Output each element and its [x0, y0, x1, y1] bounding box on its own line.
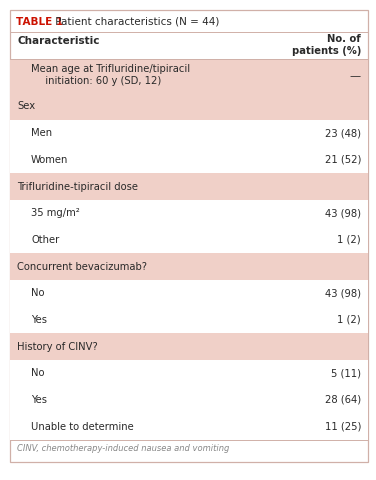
- Text: 1 (2): 1 (2): [337, 315, 361, 325]
- Bar: [10, 360, 368, 386]
- Bar: [10, 173, 368, 200]
- Bar: [10, 200, 368, 227]
- Text: Women: Women: [31, 155, 68, 165]
- Text: 11 (25): 11 (25): [324, 421, 361, 432]
- Bar: [10, 120, 368, 146]
- Bar: [10, 146, 368, 173]
- Bar: [10, 253, 368, 280]
- Text: CINV, chemotherapy-induced nausea and vomiting: CINV, chemotherapy-induced nausea and vo…: [17, 444, 229, 453]
- Bar: [10, 307, 368, 333]
- Bar: [10, 413, 368, 440]
- Bar: [10, 280, 368, 307]
- Text: 43 (98): 43 (98): [325, 208, 361, 218]
- Text: Other: Other: [31, 235, 59, 245]
- Text: Men: Men: [31, 128, 52, 138]
- Bar: [10, 59, 368, 93]
- Bar: [10, 333, 368, 360]
- Text: 1 (2): 1 (2): [337, 235, 361, 245]
- Text: 43 (98): 43 (98): [325, 288, 361, 298]
- Text: Patient characteristics (N = 44): Patient characteristics (N = 44): [52, 17, 219, 27]
- Text: No: No: [31, 288, 44, 298]
- Bar: [10, 227, 368, 253]
- Text: initiation: 60 y (SD, 12): initiation: 60 y (SD, 12): [39, 75, 161, 85]
- Text: TABLE 1: TABLE 1: [16, 17, 63, 27]
- Text: 28 (64): 28 (64): [325, 395, 361, 405]
- Text: 21 (52): 21 (52): [324, 155, 361, 165]
- Text: Unable to determine: Unable to determine: [31, 421, 134, 432]
- Text: 5 (11): 5 (11): [331, 368, 361, 378]
- Text: Sex: Sex: [17, 101, 35, 111]
- Text: Yes: Yes: [31, 315, 47, 325]
- Text: No. of
patients (%): No. of patients (%): [292, 34, 361, 56]
- Bar: [10, 386, 368, 413]
- Text: —: —: [350, 71, 361, 81]
- Text: History of CINV?: History of CINV?: [17, 342, 98, 352]
- Text: No: No: [31, 368, 44, 378]
- Text: Characteristic: Characteristic: [17, 36, 100, 46]
- Text: 35 mg/m²: 35 mg/m²: [31, 208, 80, 218]
- Text: Yes: Yes: [31, 395, 47, 405]
- Text: Trifluridine-tipiracil dose: Trifluridine-tipiracil dose: [17, 181, 138, 192]
- Text: 23 (48): 23 (48): [325, 128, 361, 138]
- Text: Concurrent bevacizumab?: Concurrent bevacizumab?: [17, 262, 147, 272]
- Text: Mean age at Trifluridine/tipiracil: Mean age at Trifluridine/tipiracil: [31, 63, 190, 73]
- Bar: [10, 93, 368, 120]
